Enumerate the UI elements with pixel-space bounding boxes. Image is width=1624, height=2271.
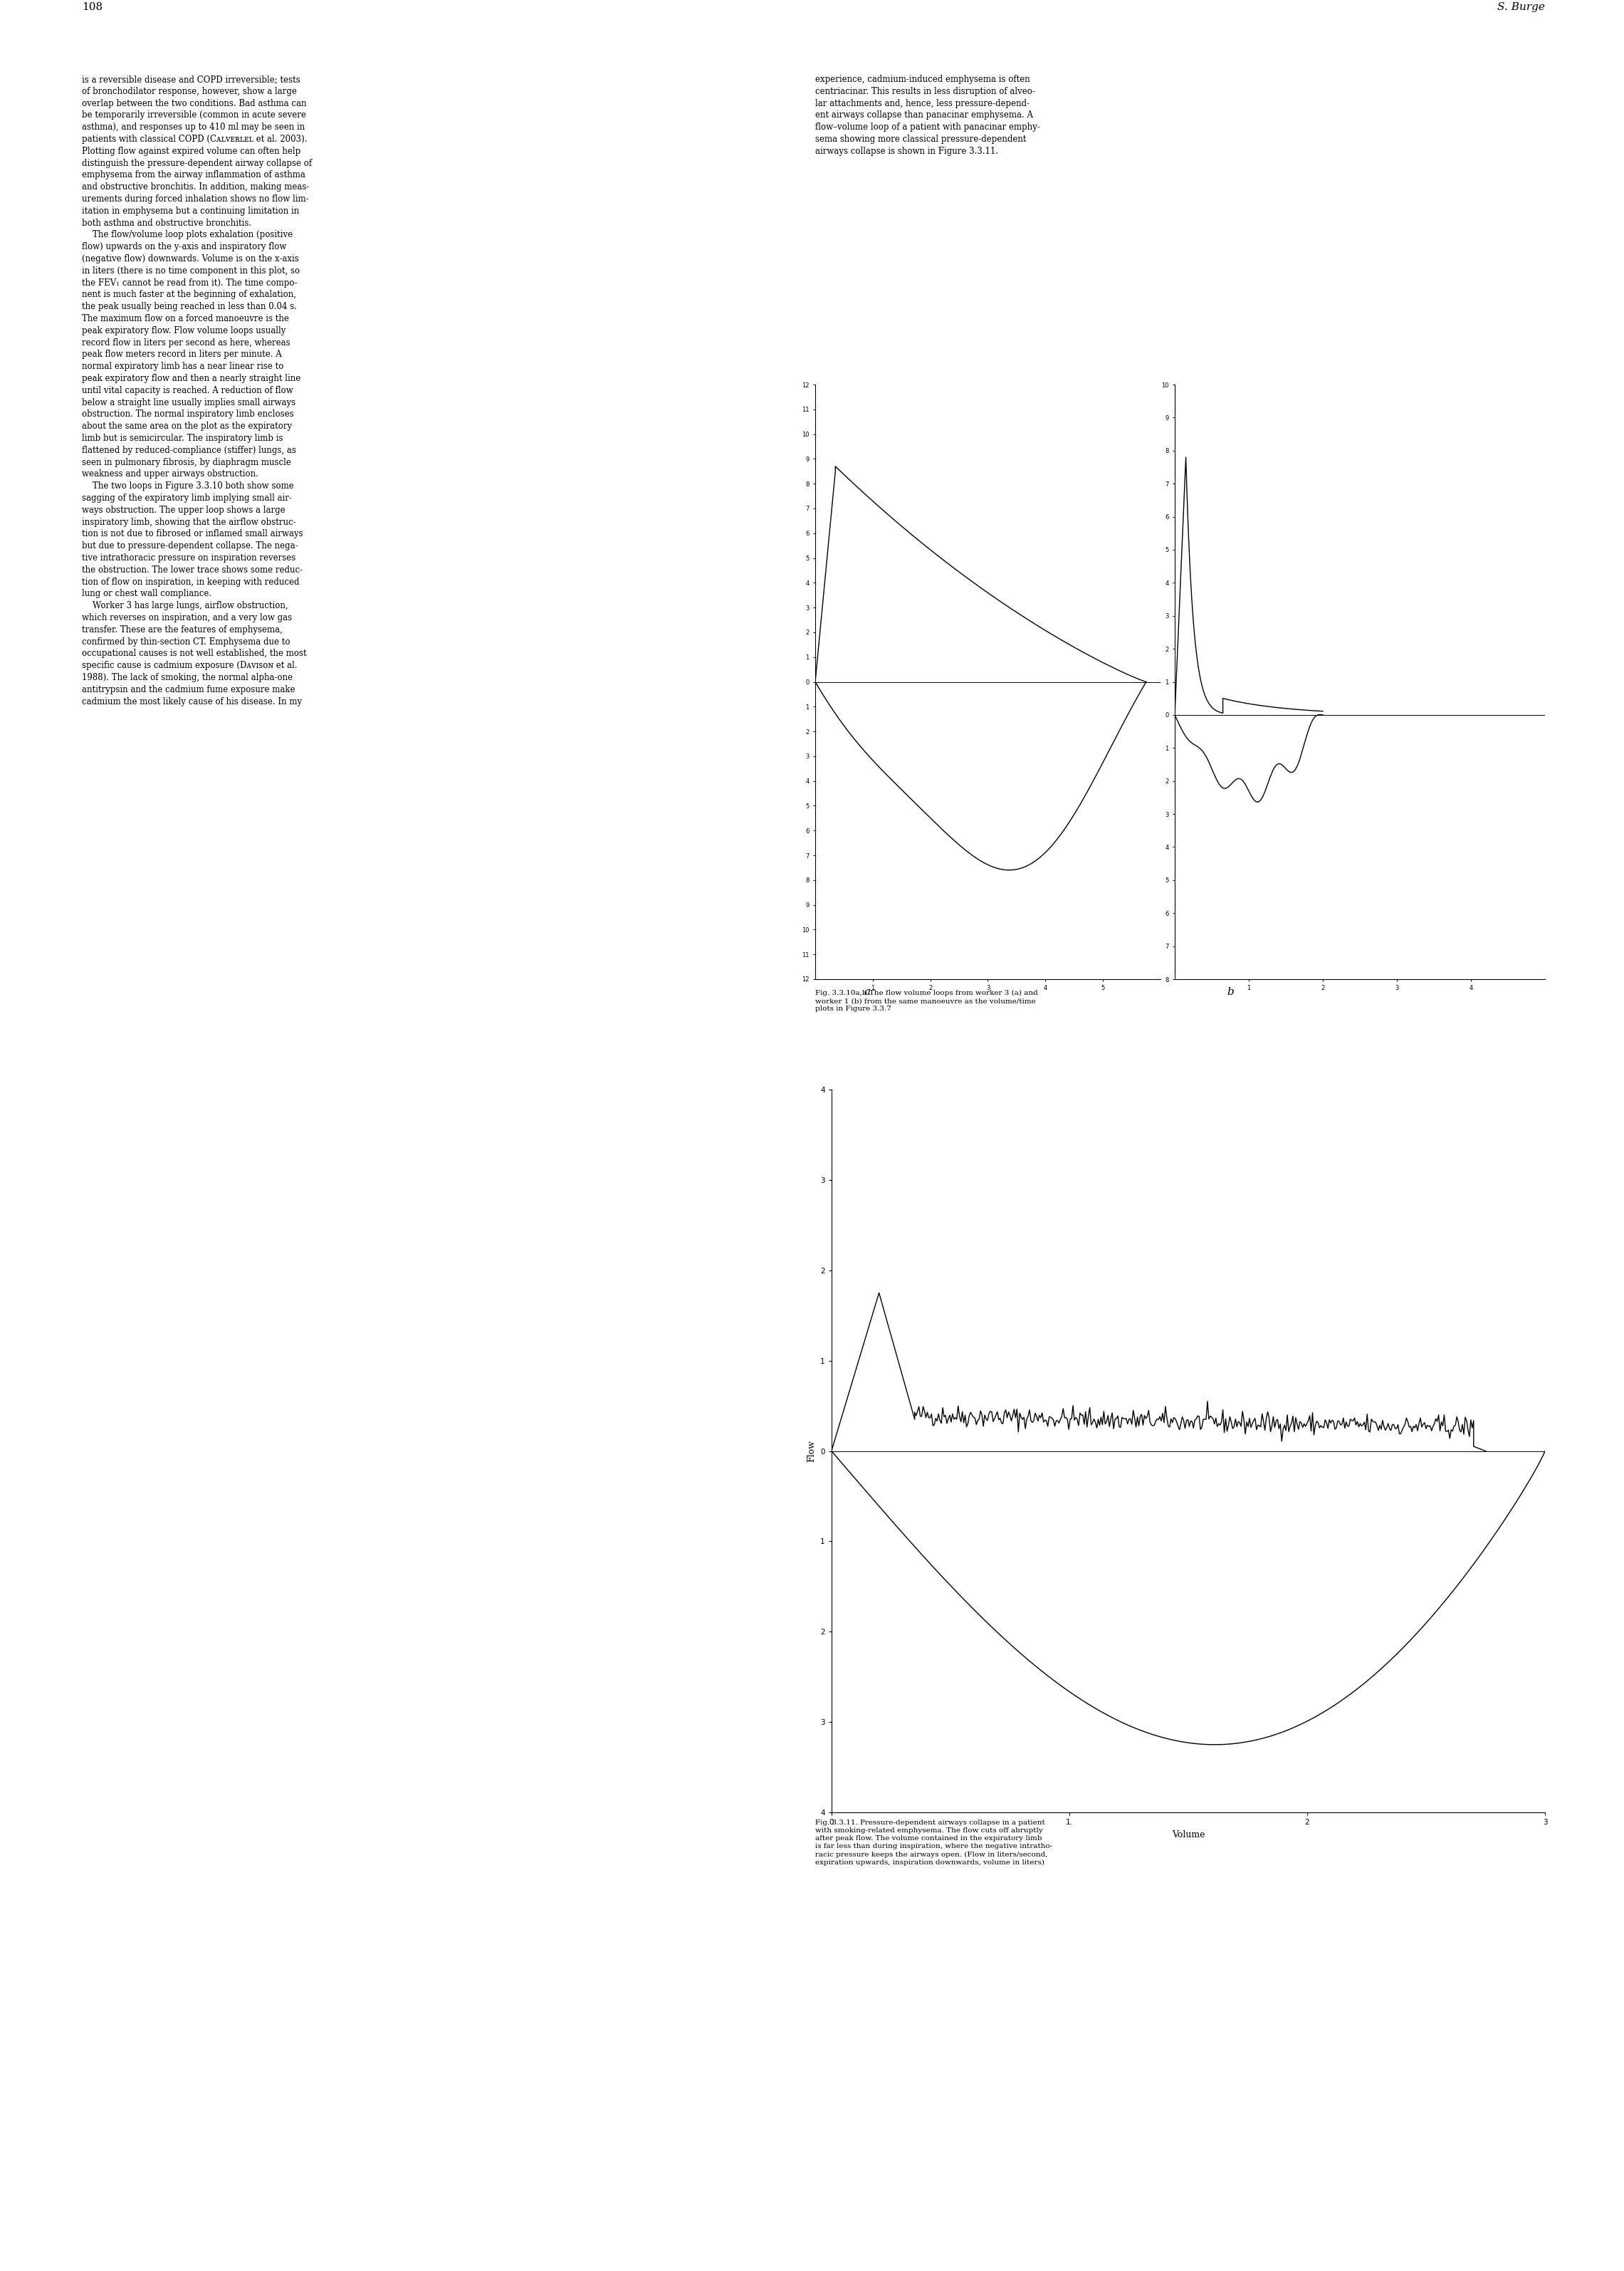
Y-axis label: Flow: Flow [807, 1440, 817, 1463]
Text: experience, cadmium-induced emphysema is often
centriacinar. This results in les: experience, cadmium-induced emphysema is… [815, 75, 1039, 157]
Text: Fig. 3.3.10a,b The flow volume loops from worker 3 (a) and
worker 1 (b) from the: Fig. 3.3.10a,b The flow volume loops fro… [815, 990, 1038, 1013]
Text: Fig. 3.3.11. Pressure-dependent airways collapse in a patient
with smoking-relat: Fig. 3.3.11. Pressure-dependent airways … [815, 1819, 1052, 1867]
Text: is a reversible disease and COPD irreversible; tests
of bronchodilator response,: is a reversible disease and COPD irrever… [81, 75, 312, 706]
Text: a: a [864, 988, 870, 997]
Text: S. Burge: S. Burge [1497, 2, 1544, 11]
Text: 108: 108 [81, 2, 102, 11]
Text: b: b [1226, 988, 1234, 997]
X-axis label: Volume: Volume [1171, 1830, 1205, 1840]
